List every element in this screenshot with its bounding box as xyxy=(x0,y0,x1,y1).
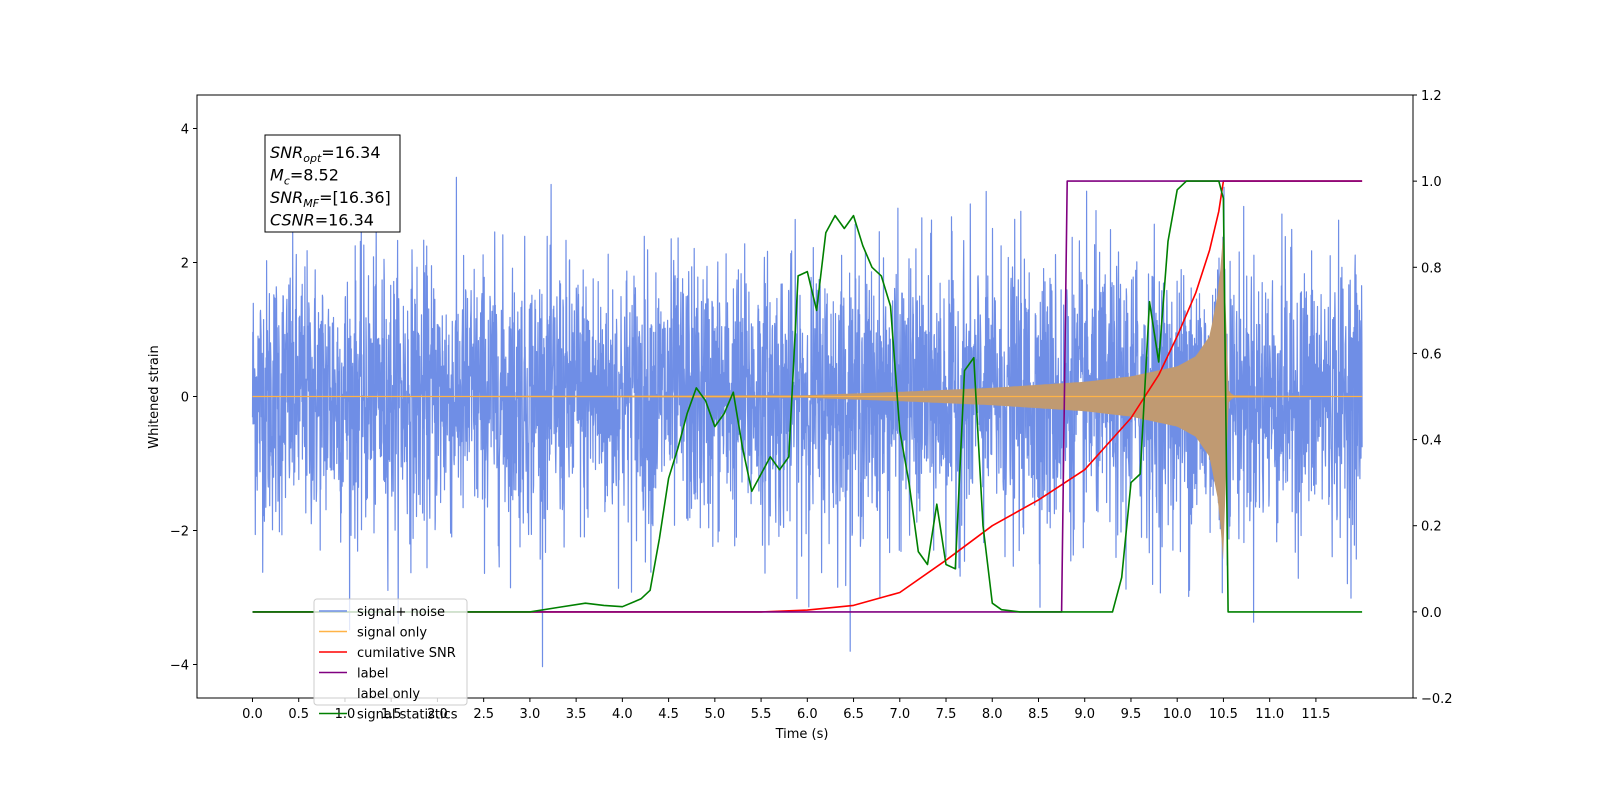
x-tick-label: 11.0 xyxy=(1255,707,1284,722)
right-y-tick-label: 0.6 xyxy=(1421,347,1442,362)
series-line-cumilative-snr xyxy=(252,180,1363,613)
annotation-symbol: SNR xyxy=(270,188,303,207)
annotation-frame xyxy=(264,134,401,233)
right-y-tick-label: 1.0 xyxy=(1421,175,1442,190)
x-tick-label: 1.5 xyxy=(381,707,402,722)
x-tick-label: 10.0 xyxy=(1163,707,1192,722)
right-y-tick-label: 0.2 xyxy=(1421,520,1442,535)
x-tick-label: 7.0 xyxy=(889,707,910,722)
left-y-tick-label: 2 xyxy=(181,257,189,272)
x-tick-label: 10.5 xyxy=(1209,707,1238,722)
x-tick-label: 0.0 xyxy=(242,707,263,722)
x-tick-label: 8.5 xyxy=(1028,707,1049,722)
annotation-subscript: opt xyxy=(303,152,322,165)
x-tick-label: 5.0 xyxy=(704,707,725,722)
legend-entry-label: cumilative SNR xyxy=(357,646,456,661)
left-y-tick-label: 4 xyxy=(181,123,189,138)
x-tick-label: 11.5 xyxy=(1301,707,1330,722)
legend-entry-label: label xyxy=(357,667,388,682)
right-y-tick-label: 1.2 xyxy=(1421,89,1442,104)
signal-noise-line xyxy=(251,176,1363,668)
x-tick-label: 5.5 xyxy=(751,707,772,722)
annotation-value: =[16.36] xyxy=(319,188,391,207)
signal-noise-series xyxy=(251,176,1363,668)
left-y-tick-label: 0 xyxy=(181,391,189,406)
annotation-value: =16.34 xyxy=(321,143,380,162)
right-y-tick-label: 0.4 xyxy=(1421,434,1442,449)
annotation-symbol: M xyxy=(270,166,284,185)
x-tick-label: 6.0 xyxy=(797,707,818,722)
annotation-symbol: SNR xyxy=(270,143,303,162)
signal-only-series xyxy=(252,233,1363,560)
x-axis-label: Time (s) xyxy=(775,727,829,742)
right-axis-series xyxy=(252,180,1363,613)
x-axis-ticks: 0.0 0.5 1.0 1.5 2.0 2.5 3.0 3.5 4.0 4.5 5.0 5.5 6.0 6… xyxy=(242,698,1330,722)
x-tick-label: 4.5 xyxy=(658,707,679,722)
x-tick-label: 9.5 xyxy=(1121,707,1142,722)
annotation-line: SNRopt=16.34 xyxy=(270,143,381,165)
legend-entry-label: label only xyxy=(357,687,420,702)
legend: signal+ noise signal only cumilative SNR la… xyxy=(313,598,468,723)
x-tick-label: 7.5 xyxy=(936,707,957,722)
x-tick-label: 3.5 xyxy=(566,707,587,722)
left-y-tick-label: −4 xyxy=(170,659,189,674)
series-line-signal-statistics xyxy=(252,180,1363,613)
x-tick-label: 1.0 xyxy=(335,707,356,722)
right-y-tick-label: −0.2 xyxy=(1421,692,1453,707)
right-y-axis-ticks: −0.2 0.0 0.2 0.4 0.6 0.8 1.0 1.2 xyxy=(1413,89,1453,707)
x-tick-label: 0.5 xyxy=(288,707,309,722)
annotation-value: =8.52 xyxy=(290,166,339,185)
annotation-line: SNRMF=[16.36] xyxy=(270,188,391,210)
legend-entry-label: signal+ noise xyxy=(357,605,445,620)
right-y-tick-label: 0.0 xyxy=(1421,606,1442,621)
annotation-line: Mc=8.52 xyxy=(270,166,339,188)
left-y-axis-ticks: −4 −2 0 2 4 xyxy=(170,123,197,674)
annotation-value: =16.34 xyxy=(315,211,374,230)
x-tick-label: 9.0 xyxy=(1074,707,1095,722)
left-y-tick-label: −2 xyxy=(170,525,189,540)
right-y-tick-label: 0.8 xyxy=(1421,261,1442,276)
stats-annotation-box: SNRopt=16.34Mc=8.52SNRMF=[16.36]CSNR=16.… xyxy=(264,134,401,233)
annotation-symbol: CSNR xyxy=(270,211,315,230)
series-line-label xyxy=(252,180,1363,613)
x-tick-label: 2.0 xyxy=(427,707,448,722)
x-tick-label: 2.5 xyxy=(473,707,494,722)
annotation-line: CSNR=16.34 xyxy=(270,211,374,230)
x-tick-label: 8.0 xyxy=(982,707,1003,722)
x-tick-label: 3.0 xyxy=(520,707,541,722)
legend-entry-label: signal statistics xyxy=(357,708,458,723)
x-tick-label: 6.5 xyxy=(843,707,864,722)
legend-entry-label: signal only xyxy=(357,626,427,641)
x-tick-label: 4.0 xyxy=(612,707,633,722)
left-y-axis-label: Whitened strain xyxy=(147,345,162,448)
annotation-subscript: MF xyxy=(303,197,319,210)
annotation-subscript: c xyxy=(284,175,290,188)
legend-frame xyxy=(313,598,468,706)
